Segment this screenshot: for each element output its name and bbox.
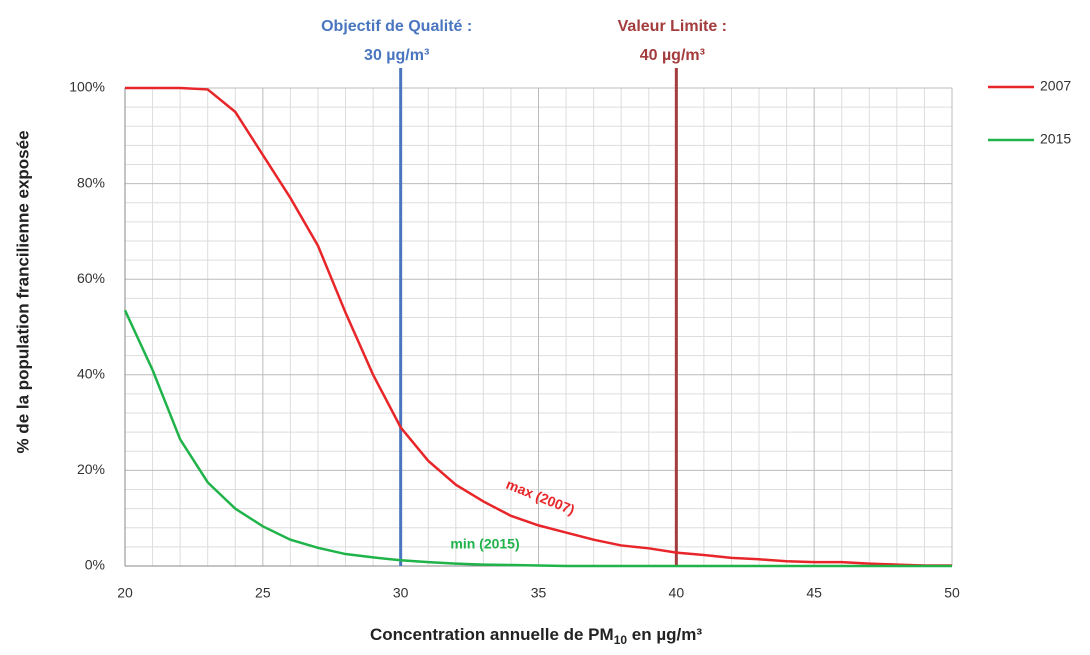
y-tick-label: 0% xyxy=(85,557,105,573)
x-tick-label: 35 xyxy=(531,585,547,601)
legend-label: 2007 xyxy=(1040,78,1071,94)
x-tick-label: 45 xyxy=(806,585,822,601)
x-tick-label: 30 xyxy=(393,585,409,601)
x-tick-label: 40 xyxy=(669,585,685,601)
reference-label: Valeur Limite : xyxy=(618,18,727,35)
annotation: min (2015) xyxy=(450,536,519,552)
x-label-part: Concentration annuelle de PM xyxy=(370,625,614,644)
reference-label: Objectif de Qualité : xyxy=(321,18,472,35)
x-label-sub: 10 xyxy=(614,633,628,647)
reference-label: 30 µg/m³ xyxy=(364,47,429,64)
line-series xyxy=(123,309,952,568)
legend-label: 2015 xyxy=(1040,131,1071,147)
y-tick-label: 100% xyxy=(69,79,105,95)
x-tick-label: 50 xyxy=(944,585,960,601)
x-axis-label: Concentration annuelle de PM10 en µg/m³ xyxy=(370,625,702,647)
plot: 20 25 30 35 40 45 50 0% 20% 40% 60% 80% 100% Objectif… xyxy=(69,18,1071,600)
y-tick-label: 20% xyxy=(77,461,105,477)
y-axis-label: % de la population francilienne exposée xyxy=(13,130,32,453)
x-label-part: en µg/m³ xyxy=(627,625,702,644)
line-series xyxy=(125,86,952,567)
x-tick-label: 25 xyxy=(255,585,271,601)
y-tick-label: 40% xyxy=(77,366,105,382)
y-tick-label: 80% xyxy=(77,174,105,190)
y-tick-label: 60% xyxy=(77,270,105,286)
reference-label: 40 µg/m³ xyxy=(640,47,705,64)
x-tick-label: 20 xyxy=(117,585,133,601)
